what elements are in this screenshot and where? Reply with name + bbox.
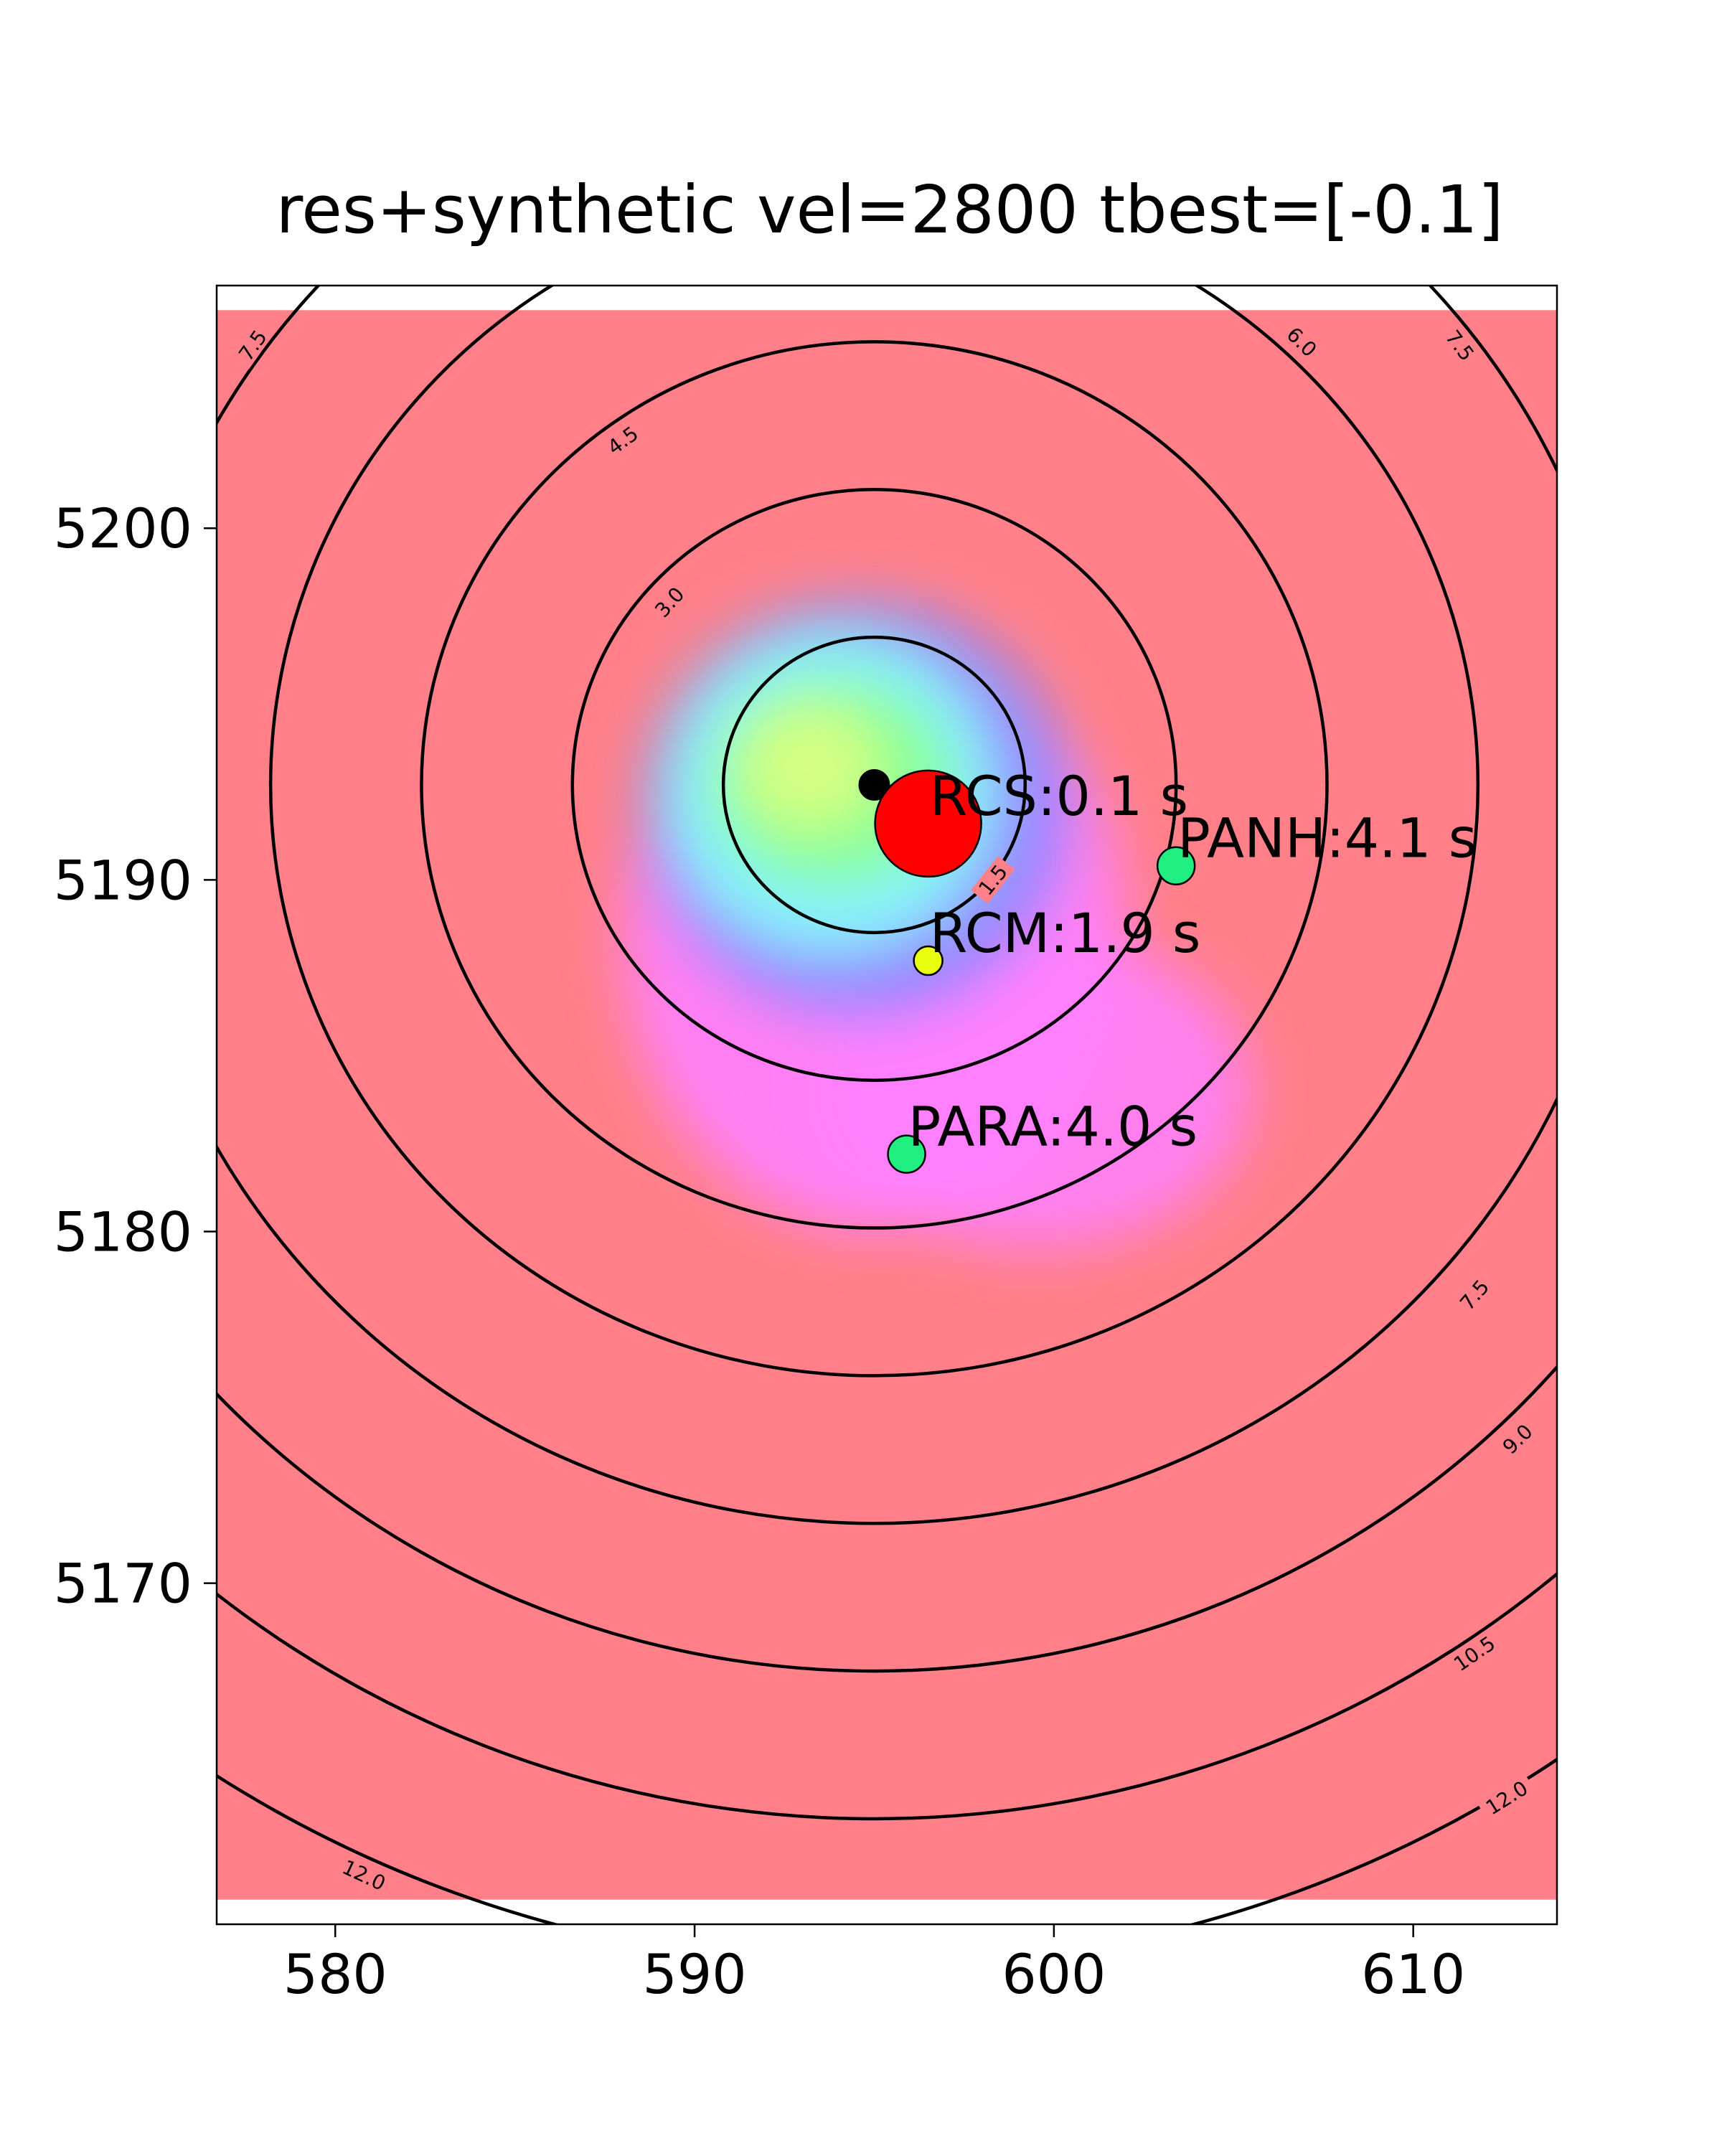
station-label: PARA:4.0 s	[908, 1095, 1198, 1159]
plot-area: 1.53.04.56.07.5 7.57.59.010.512.012.0	[217, 286, 1557, 1924]
station-markers	[858, 768, 1196, 1174]
station-label: PANH:4.1 s	[1177, 806, 1477, 870]
contour-line	[420, 340, 1329, 1230]
contour-line	[217, 1364, 1557, 1672]
contour-label-bg	[1494, 1416, 1541, 1462]
contour-label-bg	[1477, 1774, 1536, 1822]
contour-label-bg	[1445, 1629, 1504, 1679]
contour-label-bg	[334, 1853, 395, 1897]
y-tick-label: 5190	[54, 848, 192, 912]
station-label: RCM:1.9 s	[930, 901, 1201, 965]
y-tick-label: 5200	[54, 496, 192, 560]
y-tick-label: 5170	[54, 1552, 192, 1616]
contour-line	[570, 488, 1178, 1082]
y-axis: 5170 5180 5190 5200	[54, 496, 217, 1616]
misfit-blob	[820, 932, 1252, 1249]
station-marker	[1156, 846, 1196, 885]
contour-label-bg	[646, 578, 692, 626]
epicenter-marker	[858, 768, 890, 801]
y-tick-label: 5180	[54, 1200, 192, 1263]
contour-line	[269, 286, 1479, 1378]
contour-line	[217, 286, 1557, 1525]
contour-label-bg	[1438, 321, 1482, 369]
station-marker	[874, 769, 982, 878]
contour-label-bg	[1279, 319, 1325, 365]
travel-time-contours	[217, 286, 1557, 1924]
x-tick-label: 580	[283, 1942, 387, 2006]
x-tick-label: 610	[1361, 1942, 1465, 2006]
contour-line	[721, 635, 1027, 935]
x-tick-label: 600	[1002, 1942, 1106, 2006]
contour-line	[217, 1571, 1557, 1820]
contour-label-bg	[231, 321, 274, 369]
contour-label-bg	[1452, 1271, 1497, 1319]
axes-frame	[215, 284, 1558, 1926]
x-axis: 580 590 600 610	[283, 1924, 1465, 2006]
x-tick-label: 590	[643, 1942, 747, 2006]
station-label: RCS:0.1 s	[930, 764, 1189, 828]
contour-label-bg	[598, 418, 647, 462]
contour-label-bg	[970, 856, 1015, 904]
station-marker	[913, 945, 944, 976]
misfit-blob	[738, 704, 882, 831]
chart-title: res+synthetic vel=2800 tbest=[-0.1]	[276, 171, 1503, 248]
station-marker	[887, 1134, 926, 1174]
